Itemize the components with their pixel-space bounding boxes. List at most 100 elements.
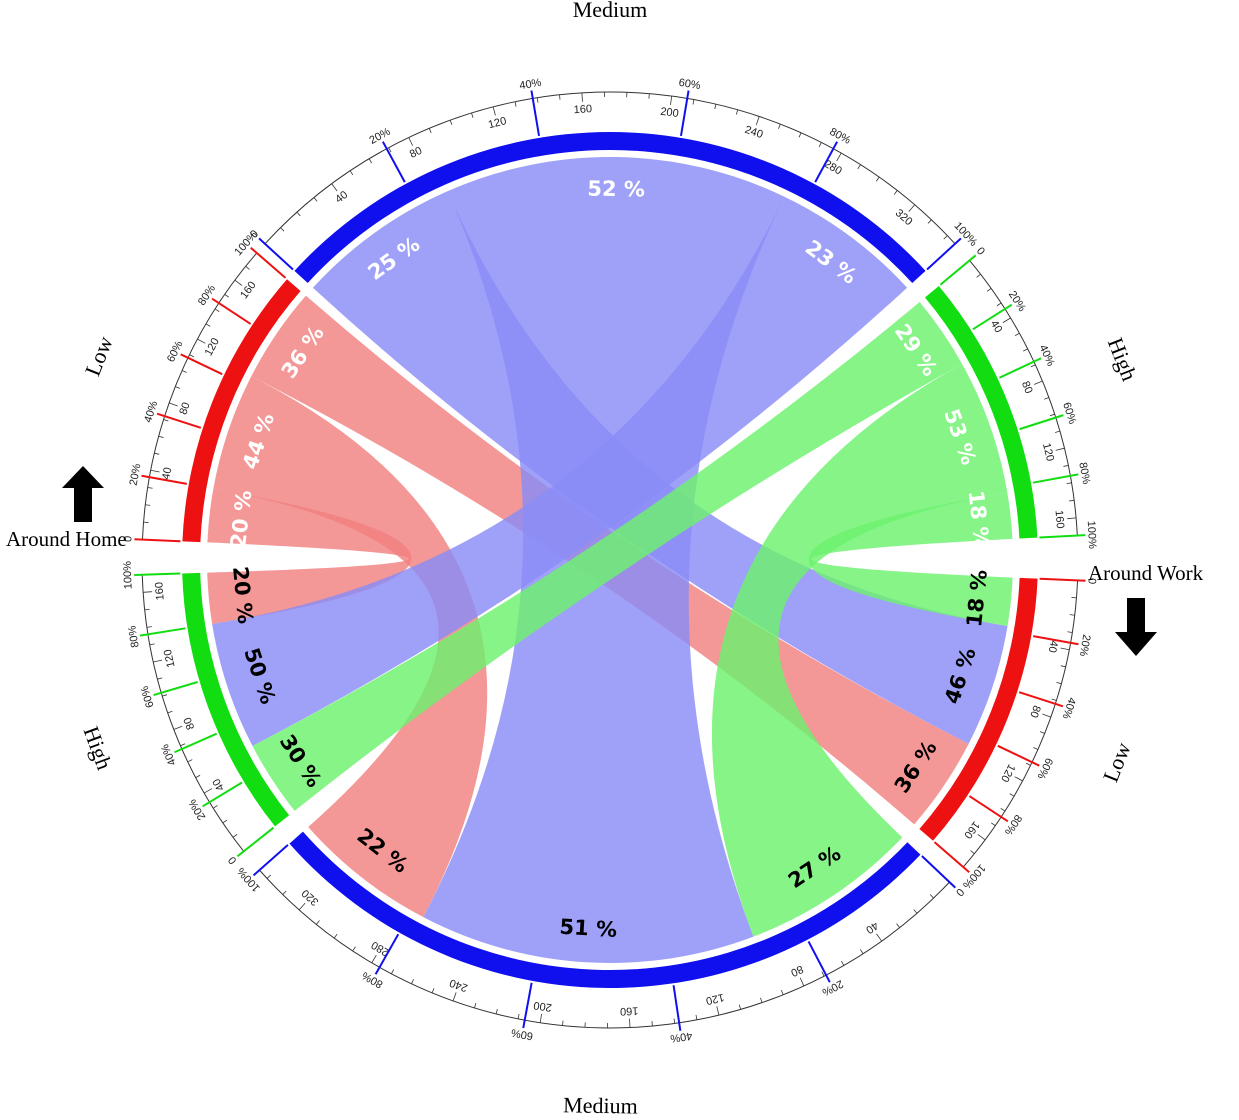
tick-mark [153, 659, 163, 663]
tick-label-value: 80 [1019, 380, 1035, 396]
tick-mark [144, 608, 150, 611]
tick-mark [197, 338, 206, 344]
tick-label-value: 40 [1046, 639, 1060, 653]
tick-mark [1014, 776, 1023, 782]
tick-label-value: 120 [1040, 442, 1056, 463]
tick-mark [333, 933, 338, 939]
flow-pct-home-medium: 52 % [587, 177, 645, 202]
tick-label-value: 80 [789, 963, 805, 979]
percent-tick-label: 80% [126, 625, 141, 649]
percent-tick-label: 40% [159, 742, 179, 767]
tick-label-value: 120 [203, 336, 222, 358]
tick-mark [298, 902, 306, 911]
tick-mark [195, 774, 201, 778]
tick-mark [349, 170, 354, 176]
tick-mark [175, 386, 181, 389]
sector-arc-home-low [182, 279, 301, 543]
tick-mark [1014, 332, 1020, 337]
percent-tick-mark [807, 940, 831, 983]
tick-mark [1030, 364, 1036, 368]
percent-tick-label: 60% [678, 77, 702, 93]
tick-label-value: 320 [300, 887, 322, 908]
tick-mark [562, 1020, 564, 1026]
percent-tick-label: 80% [360, 969, 385, 990]
percent-tick-label: 60% [510, 1026, 534, 1042]
tick-label-value: 40 [211, 776, 228, 793]
percent-tick-label: 100% [122, 561, 135, 590]
tick-mark [798, 132, 802, 138]
percent-tick-label: 20% [187, 797, 209, 822]
tick-mark [716, 1006, 720, 1016]
percent-tick-label: 0 [1086, 578, 1098, 585]
tick-mark [670, 96, 673, 106]
tick-mark [245, 266, 250, 270]
tick-mark [990, 822, 996, 826]
tick-mark [1063, 465, 1069, 467]
tick-mark [1025, 762, 1031, 766]
sector-label-home-low: Low [80, 333, 118, 380]
tick-mark [1060, 647, 1070, 651]
percent-tick-mark [530, 90, 541, 137]
ribbon-home-high-to-work-high [252, 302, 963, 811]
tick-mark [799, 977, 805, 987]
tick-mark [408, 137, 413, 146]
axis-baseline-home-low [141, 252, 258, 540]
ribbon-home-medium-to-work-high [212, 196, 908, 747]
tick-label-value: 120 [705, 991, 726, 1007]
tick-mark [1069, 614, 1075, 616]
tick-mark [205, 323, 211, 327]
percent-tick-mark [250, 246, 287, 279]
sector-arc-work-high [182, 572, 290, 827]
sector-arc-home-medium [294, 132, 926, 284]
tick-label-value: 120 [162, 648, 178, 669]
tick-mark [929, 894, 934, 899]
percent-tick-label: 20% [1077, 633, 1093, 657]
tick-mark [266, 874, 271, 879]
sector-arcs [182, 132, 1038, 988]
legend-around-home: Around Home [6, 527, 127, 551]
percent-tick-mark [921, 855, 956, 889]
tick-mark [755, 116, 760, 126]
tick-mark [780, 989, 784, 995]
tick-label-value: 120 [487, 115, 508, 131]
sector-arc-home-high [924, 286, 1038, 539]
percent-tick-mark [968, 795, 1009, 823]
percent-tick-mark [374, 933, 400, 975]
tick-mark [1044, 397, 1050, 400]
tick-mark [222, 819, 228, 824]
tick-mark [167, 710, 173, 714]
legend-around-work: Around Work [1088, 561, 1204, 585]
tick-mark [1067, 631, 1073, 633]
tick-mark [316, 920, 320, 925]
percent-tick-mark [999, 357, 1042, 379]
percent-tick-mark [236, 826, 275, 858]
tick-mark [180, 743, 186, 747]
tick-mark [1056, 682, 1062, 685]
percent-tick-mark [997, 744, 1040, 767]
percent-tick-label: 100% [1085, 520, 1098, 549]
tick-mark [224, 294, 230, 298]
percent-tick-mark [153, 681, 198, 696]
tick-mark [214, 308, 220, 312]
tick-label-value: 160 [620, 1004, 639, 1017]
tick-mark [893, 190, 898, 195]
tick-mark [695, 1014, 698, 1020]
tick-mark [158, 435, 164, 438]
ribbon-home-high-to-work-medium [711, 363, 1008, 937]
tick-mark [471, 112, 474, 118]
tick-mark [147, 487, 153, 489]
tick-mark [996, 302, 1002, 307]
tick-label-value: 160 [238, 279, 259, 301]
tick-mark [908, 204, 915, 212]
tick-mark [234, 279, 243, 286]
sector-label-work-medium: Medium [563, 1092, 638, 1118]
tick-mark [778, 123, 781, 129]
tick-mark [539, 1013, 542, 1023]
percent-tick-label: 40% [142, 399, 160, 424]
flow-pct-work-high: 20 % [228, 565, 257, 625]
tick-mark [896, 923, 900, 928]
tick-mark [154, 452, 160, 455]
tick-mark [1049, 413, 1055, 417]
tick-label-value: 320 [893, 207, 915, 228]
percent-tick-label: 20% [367, 126, 392, 147]
